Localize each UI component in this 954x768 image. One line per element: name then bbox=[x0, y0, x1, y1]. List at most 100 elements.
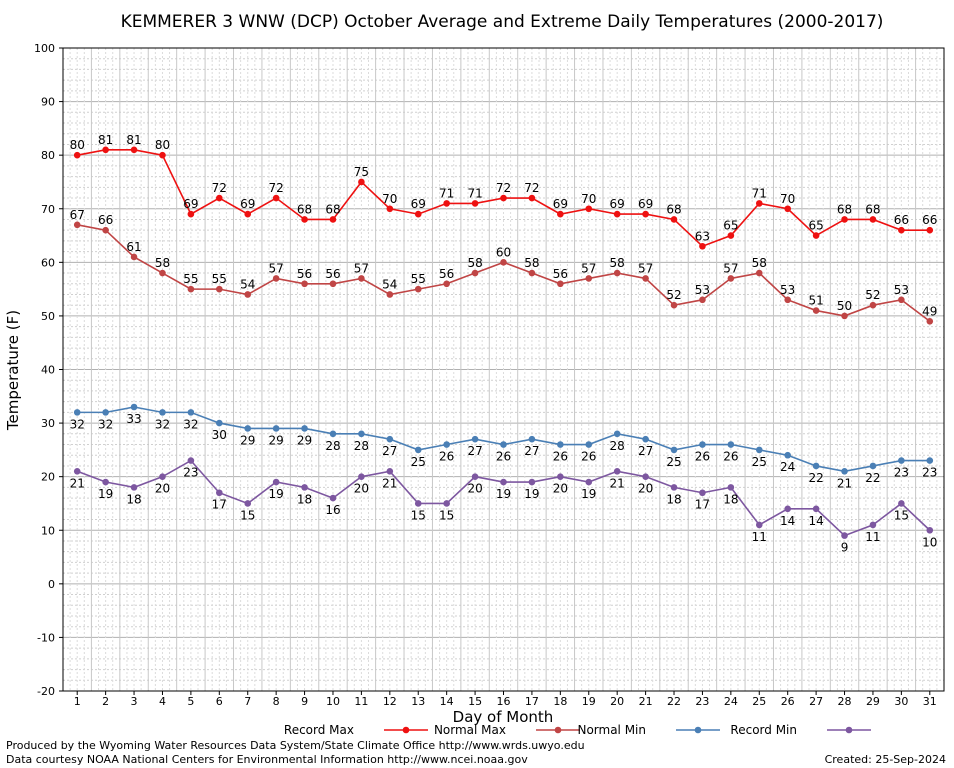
data-point bbox=[670, 216, 678, 223]
data-label: 81 bbox=[98, 133, 113, 147]
data-point bbox=[841, 216, 848, 223]
data-label: 25 bbox=[411, 455, 426, 469]
data-point bbox=[73, 221, 81, 229]
data-label: 25 bbox=[752, 455, 767, 469]
x-tick-label: 20 bbox=[610, 695, 624, 708]
data-label: 57 bbox=[269, 261, 284, 275]
data-point bbox=[443, 280, 450, 288]
data-label: 50 bbox=[837, 299, 852, 313]
data-label: 69 bbox=[411, 197, 426, 211]
x-tick-label: 28 bbox=[838, 695, 852, 708]
x-tick-label: 26 bbox=[781, 695, 795, 708]
x-tick-label: 8 bbox=[273, 695, 280, 708]
data-label: 24 bbox=[780, 460, 795, 474]
data-label: 70 bbox=[581, 192, 596, 206]
data-label: 61 bbox=[126, 240, 141, 254]
series-normal-max: 67 66 61 58 55 55 54 57 56 56 57 54 55 56 58 60 58 56 57 58… bbox=[70, 208, 937, 325]
data-point bbox=[216, 419, 223, 427]
data-label: 58 bbox=[467, 256, 482, 270]
data-label: 53 bbox=[780, 283, 795, 297]
data-point bbox=[755, 200, 763, 207]
data-label: 72 bbox=[524, 181, 539, 195]
data-label: 26 bbox=[695, 450, 710, 464]
data-label: 55 bbox=[212, 272, 227, 286]
footer-data-courtesy: Data courtesy NOAA National Centers for … bbox=[6, 753, 528, 766]
legend: Record Max Normal Max Normal Min Record Min bbox=[284, 723, 871, 737]
data-point bbox=[784, 296, 791, 304]
data-label: 9 bbox=[841, 541, 849, 555]
data-label: 15 bbox=[894, 508, 909, 522]
data-label: 11 bbox=[752, 530, 767, 544]
data-label: 32 bbox=[183, 417, 198, 431]
data-point bbox=[727, 232, 735, 239]
data-point bbox=[187, 457, 195, 464]
data-label: 21 bbox=[382, 476, 397, 490]
data-label: 22 bbox=[865, 471, 880, 485]
data-label: 69 bbox=[610, 197, 625, 211]
x-tick-label: 29 bbox=[866, 695, 880, 708]
data-label: 19 bbox=[524, 487, 539, 501]
y-tick-label: 70 bbox=[41, 203, 55, 216]
x-axis-ticks: 1 2 3 4 5 6 7 8 9 10 11 12 13 14 15 16 17 18 19 20 21 22 23 24 2… bbox=[74, 691, 937, 708]
data-label: 53 bbox=[695, 283, 710, 297]
data-point bbox=[244, 425, 252, 432]
data-label: 17 bbox=[212, 498, 227, 512]
data-label: 21 bbox=[837, 476, 852, 490]
series-normal-min: 32 32 33 32 32 30 29 29 29 28 28 27 25 26 27 26 27 26 26 28… bbox=[70, 403, 937, 490]
data-label: 71 bbox=[752, 186, 767, 200]
legend-marker bbox=[402, 726, 410, 734]
data-point bbox=[528, 435, 536, 443]
data-label: 19 bbox=[581, 487, 596, 501]
data-point bbox=[869, 462, 877, 470]
data-label: 65 bbox=[723, 219, 738, 233]
data-point bbox=[102, 146, 109, 154]
data-label: 80 bbox=[155, 138, 170, 152]
data-label: 20 bbox=[553, 482, 568, 496]
data-label: 58 bbox=[155, 256, 170, 270]
data-label: 15 bbox=[240, 508, 255, 522]
data-label: 21 bbox=[610, 476, 625, 490]
data-label: 30 bbox=[212, 428, 227, 442]
data-point bbox=[784, 505, 791, 513]
series-layer: 80 81 81 80 69 72 69 72 68 68 75 70 69 71 71 72 72 69 70 69… bbox=[70, 133, 938, 555]
y-tick-label: 50 bbox=[41, 310, 55, 323]
x-tick-label: 12 bbox=[383, 695, 397, 708]
data-point bbox=[244, 291, 252, 298]
data-point bbox=[642, 435, 649, 443]
data-label: 70 bbox=[780, 192, 795, 206]
data-label: 20 bbox=[155, 482, 170, 496]
data-label: 19 bbox=[98, 487, 113, 501]
data-label: 71 bbox=[439, 186, 454, 200]
data-label: 67 bbox=[70, 208, 85, 222]
data-point bbox=[528, 194, 536, 202]
data-point bbox=[272, 194, 280, 202]
data-point bbox=[187, 285, 195, 293]
data-point bbox=[272, 425, 280, 432]
x-tick-label: 13 bbox=[411, 695, 425, 708]
y-tick-label: 90 bbox=[41, 96, 55, 109]
data-point bbox=[926, 457, 934, 464]
data-label: 68 bbox=[865, 202, 880, 216]
data-point bbox=[471, 435, 479, 443]
data-label: 54 bbox=[382, 277, 397, 291]
data-point bbox=[784, 205, 791, 213]
data-label: 72 bbox=[496, 181, 511, 195]
data-point bbox=[500, 441, 507, 448]
data-point bbox=[414, 285, 422, 293]
data-label: 20 bbox=[467, 482, 482, 496]
data-point bbox=[812, 505, 820, 513]
data-point bbox=[471, 200, 479, 207]
data-label: 26 bbox=[581, 450, 596, 464]
data-label: 66 bbox=[922, 213, 937, 227]
data-label: 26 bbox=[496, 450, 511, 464]
data-label: 57 bbox=[723, 261, 738, 275]
data-label: 66 bbox=[98, 213, 113, 227]
data-label: 58 bbox=[610, 256, 625, 270]
data-point bbox=[528, 478, 536, 486]
x-tick-label: 25 bbox=[752, 695, 766, 708]
data-point bbox=[159, 473, 166, 480]
data-label: 56 bbox=[325, 267, 340, 281]
data-point bbox=[557, 210, 564, 218]
data-label: 69 bbox=[638, 197, 653, 211]
data-label: 69 bbox=[553, 197, 568, 211]
